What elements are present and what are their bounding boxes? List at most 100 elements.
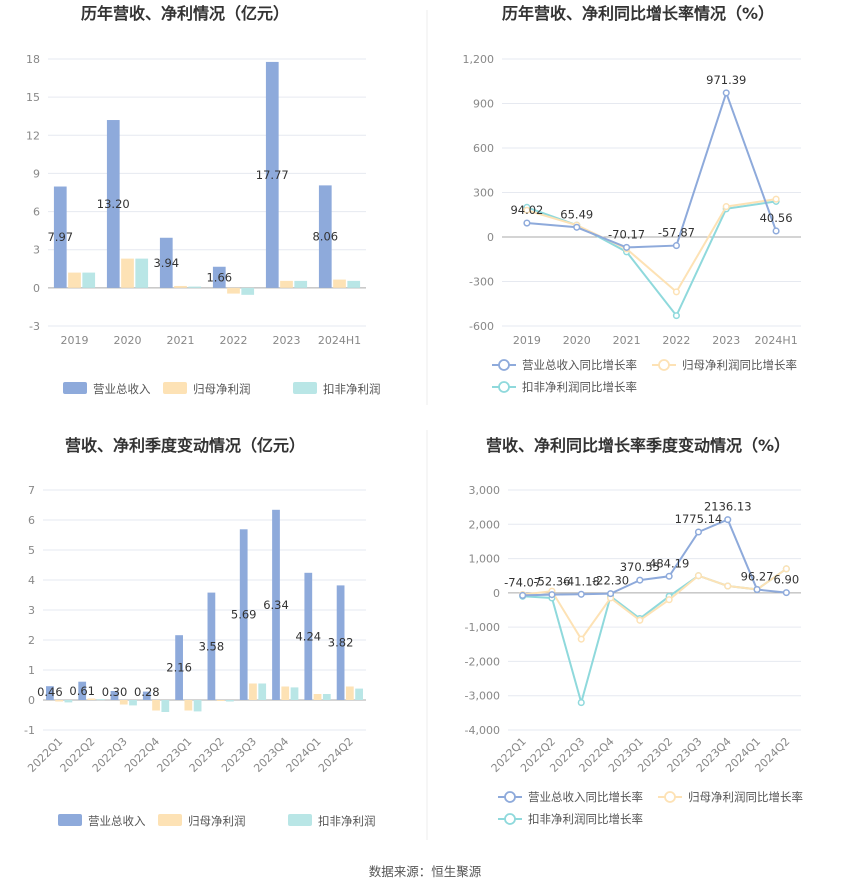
bar-deducted-profit [226, 700, 234, 702]
bar-revenue [110, 691, 119, 700]
bar-net-profit [313, 694, 322, 700]
y-tick-label: -600 [469, 320, 494, 333]
data-label: 40.56 [760, 211, 793, 225]
bar-net-profit [55, 700, 64, 702]
chart-3: 营收、净利同比增长率季度变动情况（%） -4,000 -3,000 -2,000 -1,… [465, 436, 803, 826]
y-tick-label: 900 [473, 98, 494, 111]
x-tick-label: 2024Q2 [316, 735, 356, 775]
bar-revenue [78, 681, 87, 700]
series-line [522, 568, 787, 641]
x-tick-label: 2022 [220, 334, 248, 347]
bar-revenue [106, 120, 120, 288]
y-tick-label: -4,000 [465, 724, 500, 737]
series-point [672, 312, 680, 320]
data-label: 370.55 [620, 560, 660, 574]
bar-revenue [175, 635, 183, 700]
legend-swatch [163, 382, 187, 394]
data-label: 0.46 [37, 685, 63, 699]
x-tick-label: 2022Q1 [25, 735, 65, 775]
y-tick-label: 0 [487, 231, 494, 244]
legend-swatch [158, 814, 182, 826]
series-point [623, 243, 631, 251]
legend-label: 扣非净利润 [318, 814, 376, 828]
series-point [672, 242, 680, 250]
chart-1: 历年营收、净利同比增长率情况（%） -600 -300 0 300 600 900 1,200… [463, 4, 801, 394]
bar-deducted-profit [135, 258, 149, 288]
bar-revenue [272, 509, 280, 700]
data-label: 2.16 [166, 661, 192, 675]
y-tick-label: 1,000 [469, 553, 501, 566]
data-label: -22.30 [592, 574, 629, 588]
data-label: -41.18 [563, 574, 600, 588]
legend-swatch [293, 382, 317, 394]
data-label: 2136.13 [704, 500, 752, 514]
y-tick-label: -1 [24, 724, 35, 737]
bar-net-profit [121, 258, 134, 288]
chart-title: 营收、净利季度变动情况（亿元） [65, 436, 305, 455]
series-point [782, 589, 790, 597]
legend-marker [504, 813, 516, 825]
y-tick-label: 1 [28, 664, 35, 677]
x-tick-label: 2023 [273, 334, 301, 347]
legend-marker [664, 791, 676, 803]
bar-revenue [142, 691, 151, 700]
series-point [724, 582, 732, 590]
chart-title: 历年营收、净利同比增长率情况（%） [502, 4, 774, 23]
legend-label: 营业总收入 [93, 382, 151, 396]
chart-title: 营收、净利同比增长率季度变动情况（%） [486, 436, 790, 455]
series-line [526, 89, 778, 249]
data-label: 65.49 [560, 207, 593, 221]
x-tick-label: 2022Q2 [58, 735, 98, 775]
legend-marker [658, 359, 670, 371]
y-tick-label: -3 [29, 320, 40, 333]
data-label: 4.24 [295, 629, 321, 643]
series-point [672, 288, 680, 296]
legend-marker [504, 791, 516, 803]
data-label: 6.90 [774, 573, 800, 587]
y-tick-label: 3,000 [469, 484, 501, 497]
series-point [523, 219, 531, 227]
series-point [573, 223, 581, 231]
series-point [519, 591, 527, 599]
bar-net-profit [280, 280, 293, 288]
legend-label: 扣非净利润同比增长率 [522, 380, 637, 394]
x-tick-label: 2021 [613, 334, 641, 347]
legend-swatch [58, 814, 82, 826]
series-point [665, 572, 673, 580]
x-tick-label: 2020 [114, 334, 142, 347]
series-point [724, 516, 732, 524]
series-point [577, 635, 585, 643]
x-tick-label: 2024H1 [754, 334, 797, 347]
x-tick-label: 2023 [712, 334, 740, 347]
data-label: -52.36 [533, 575, 570, 589]
data-label: 3.82 [328, 636, 354, 650]
series-point [577, 699, 585, 707]
series-point [548, 591, 556, 599]
bar-net-profit [174, 285, 187, 288]
bar-revenue [53, 186, 67, 288]
y-tick-label: 2,000 [469, 518, 501, 531]
x-tick-label: 2024Q1 [284, 735, 324, 775]
y-tick-label: 7 [28, 484, 35, 497]
y-tick-label: 3 [33, 244, 40, 257]
bar-revenue [265, 61, 279, 288]
bar-net-profit [184, 700, 193, 711]
y-tick-label: 9 [33, 167, 40, 180]
legend-label: 营业总收入 [88, 814, 146, 828]
y-tick-label: -2,000 [465, 655, 500, 668]
bar-net-profit [119, 700, 128, 705]
y-tick-label: 600 [473, 142, 494, 155]
y-tick-label: 0 [28, 694, 35, 707]
data-label: 17.77 [256, 168, 289, 182]
source-label: 数据来源：恒生聚源 [369, 864, 482, 879]
series-point [607, 590, 615, 598]
series-point [523, 206, 531, 214]
x-tick-label: 2021 [167, 334, 195, 347]
bar-deducted-profit [82, 272, 96, 288]
bar-net-profit [249, 683, 257, 700]
data-label: 13.20 [97, 197, 130, 211]
chart-title: 历年营收、净利情况（亿元） [81, 4, 289, 23]
bar-deducted-profit [294, 280, 308, 288]
y-tick-label: -1,000 [465, 621, 500, 634]
